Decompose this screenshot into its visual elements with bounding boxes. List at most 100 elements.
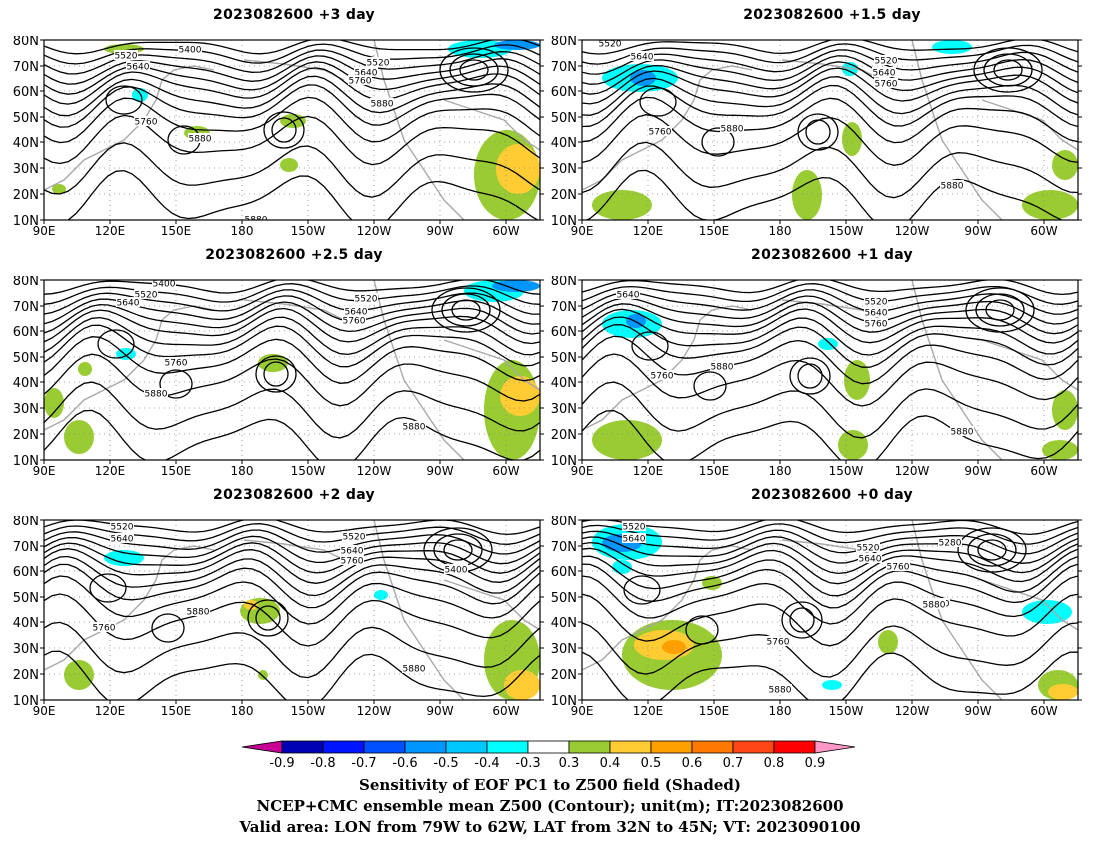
lat-tick-label: 60N [551,325,577,340]
sensitivity-shade [1048,684,1078,700]
lon-tick-label: 60W [492,704,519,718]
sensitivity-shade [1052,150,1078,180]
colorbar-label: -0.4 [474,756,499,771]
contour-label: 5880 [923,601,946,611]
colorbar-segment [691,740,734,754]
lon-tick-label: 150E [699,704,730,718]
colorbar-segment [322,740,365,754]
colorbar-label: -0.3 [515,756,540,771]
z500-contour [44,353,540,407]
contour-label: 5400 [445,566,468,576]
colorbar-segment [568,740,611,754]
lat-tick-label: 60N [13,85,39,100]
z500-contour [44,84,540,128]
z500-closed-contour [781,601,823,639]
colorbar-segment [732,740,775,754]
z500-closed-contour [701,127,735,157]
lon-tick-label: 90E [571,464,594,478]
contour-label: 5640 [631,53,654,63]
z500-contour [582,61,1078,95]
lat-tick-label: 10N [13,214,39,229]
lat-tick-label: 30N [13,402,39,417]
contour-label: 5280 [939,539,962,549]
sensitivity-shade [52,184,66,194]
colorbar-segment [527,740,570,754]
colorbar-segment [445,740,488,754]
contour-label: 5760 [349,77,372,87]
sensitivity-shade [64,420,94,454]
contour-label: 5760 [135,118,158,128]
lon-tick-label: 150W [291,704,326,718]
lat-tick-label: 30N [551,402,577,417]
lat-tick-label: 30N [551,642,577,657]
sensitivity-shade [1052,390,1078,430]
z500-contour [44,142,540,198]
z500-contour [44,307,540,345]
sensitivity-shade [878,630,898,654]
lon-tick-label: 120E [95,224,126,238]
z500-contour [582,541,1078,575]
z500-contour [44,555,540,597]
lon-tick-label: 90E [571,224,594,238]
lat-tick-label: 50N [13,111,39,126]
lon-tick-label: 180 [769,224,792,238]
contour-label: 5760 [651,372,674,382]
lat-tick-label: 60N [551,565,577,580]
contour-label: 5880 [711,363,734,373]
sensitivity-shade [838,430,868,460]
lat-tick-label: 50N [551,111,577,126]
lon-tick-label: 120W [357,464,392,478]
z500-contour [44,283,540,305]
z500-closed-contour [975,293,1025,327]
sensitivity-shade [592,420,662,460]
lat-tick-label: 80N [551,36,577,49]
sensitivity-shade [592,190,652,220]
contour-label: 5760 [649,128,672,138]
lat-tick-label: 20N [551,428,577,443]
z500-contour [582,622,1078,678]
z500-contour [582,593,1078,647]
z500-closed-contour [977,539,1007,561]
lon-tick-label: 90E [33,704,56,718]
colorbar-label: 0.3 [559,756,580,771]
sensitivity-shade [44,388,64,418]
z500-closed-contour [431,287,501,333]
z500-closed-contour [159,369,193,399]
z500-closed-contour [973,47,1043,93]
coastline [44,280,540,460]
contour-label: 5520 [865,298,888,308]
z500-closed-contour [271,117,297,143]
z500-contour [582,353,1078,407]
z500-contour [582,67,1078,105]
lon-tick-label: 150E [699,464,730,478]
z500-contour [44,542,540,574]
z500-contour [582,280,1078,296]
sensitivity-shade [504,670,540,700]
lat-tick-label: 80N [13,276,39,289]
z500-contour [582,520,1078,536]
sensitivity-shade [258,670,268,680]
lat-tick-label: 80N [551,276,577,289]
contour-label: 5520 [875,57,898,67]
z500-contour [582,316,1078,356]
contour-label: 5640 [865,309,888,319]
lat-tick-label: 80N [551,516,577,529]
lat-tick-label: 20N [13,668,39,683]
contour-label: 5640 [111,535,134,545]
z500-contour [44,316,540,356]
lon-tick-label: 120W [895,704,930,718]
lat-tick-label: 40N [551,616,577,631]
lon-tick-label: 120W [895,224,930,238]
lat-tick-label: 60N [13,325,39,340]
z500-closed-contour [255,355,297,393]
lon-tick-label: 150E [161,464,192,478]
sensitivity-shade [500,376,540,416]
colorbar-segment [486,740,529,754]
lat-tick-label: 30N [551,162,577,177]
colorbar-segment [609,740,652,754]
z500-contour [582,575,1078,625]
lon-tick-label: 90W [426,704,453,718]
z500-contour [44,409,540,460]
